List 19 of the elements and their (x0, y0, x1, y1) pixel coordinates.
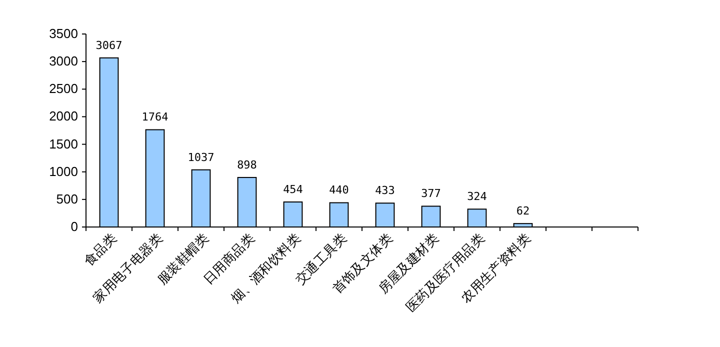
data-label: 324 (467, 190, 488, 204)
data-label: 440 (329, 184, 349, 197)
y-tick-label: 0 (70, 219, 78, 234)
y-tick-label: 1000 (49, 164, 78, 179)
data-label: 898 (237, 158, 257, 172)
y-tick-label: 3500 (49, 26, 78, 41)
y-tick-label: 1500 (49, 136, 78, 152)
x-tick-label: 食品类 (80, 230, 120, 269)
data-label: 62 (516, 204, 530, 218)
y-tick-label: 500 (56, 191, 78, 206)
data-label: 1037 (188, 150, 214, 164)
data-label: 433 (375, 184, 395, 198)
data-label: 377 (421, 187, 441, 200)
y-tick-label: 2000 (49, 108, 78, 124)
data-label: 3067 (96, 38, 122, 52)
data-label: 454 (283, 182, 304, 196)
data-label: 1764 (142, 110, 169, 124)
y-tick-label: 3000 (49, 54, 78, 69)
y-tick-label: 2500 (49, 81, 78, 96)
